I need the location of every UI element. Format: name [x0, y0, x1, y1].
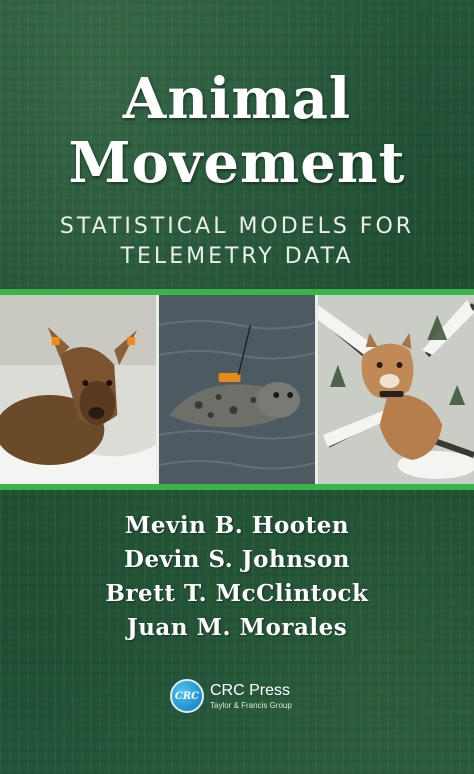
- crc-logo-icon: CRC: [170, 679, 204, 713]
- title-line-1: Animal: [122, 66, 352, 132]
- publisher-mark: CRC CRC Press Taylor & Francis Group: [170, 676, 292, 716]
- subtitle-line-2: TELEMETRY DATA: [120, 244, 354, 269]
- title-line-2: Movement: [68, 130, 406, 196]
- publisher-text: CRC Press Taylor & Francis Group: [210, 682, 292, 710]
- elk-calf-photo: [0, 295, 156, 484]
- author-name: Mevin B. Hooten: [124, 512, 350, 539]
- author-name: Brett T. McClintock: [105, 580, 369, 607]
- green-stripe-bottom: [0, 484, 474, 490]
- cougar-photo: [318, 295, 474, 484]
- photo-strip: [0, 295, 474, 484]
- subtitle-line-1: STATISTICAL MODELS FOR: [59, 214, 415, 239]
- author-name: Juan M. Morales: [126, 614, 348, 641]
- green-stripe-top: [0, 289, 474, 295]
- author-name: Devin S. Johnson: [124, 546, 350, 573]
- publisher-name: CRC Press: [210, 682, 291, 699]
- publisher-subtitle: Taylor & Francis Group: [210, 701, 292, 710]
- seal-photo: [159, 295, 315, 484]
